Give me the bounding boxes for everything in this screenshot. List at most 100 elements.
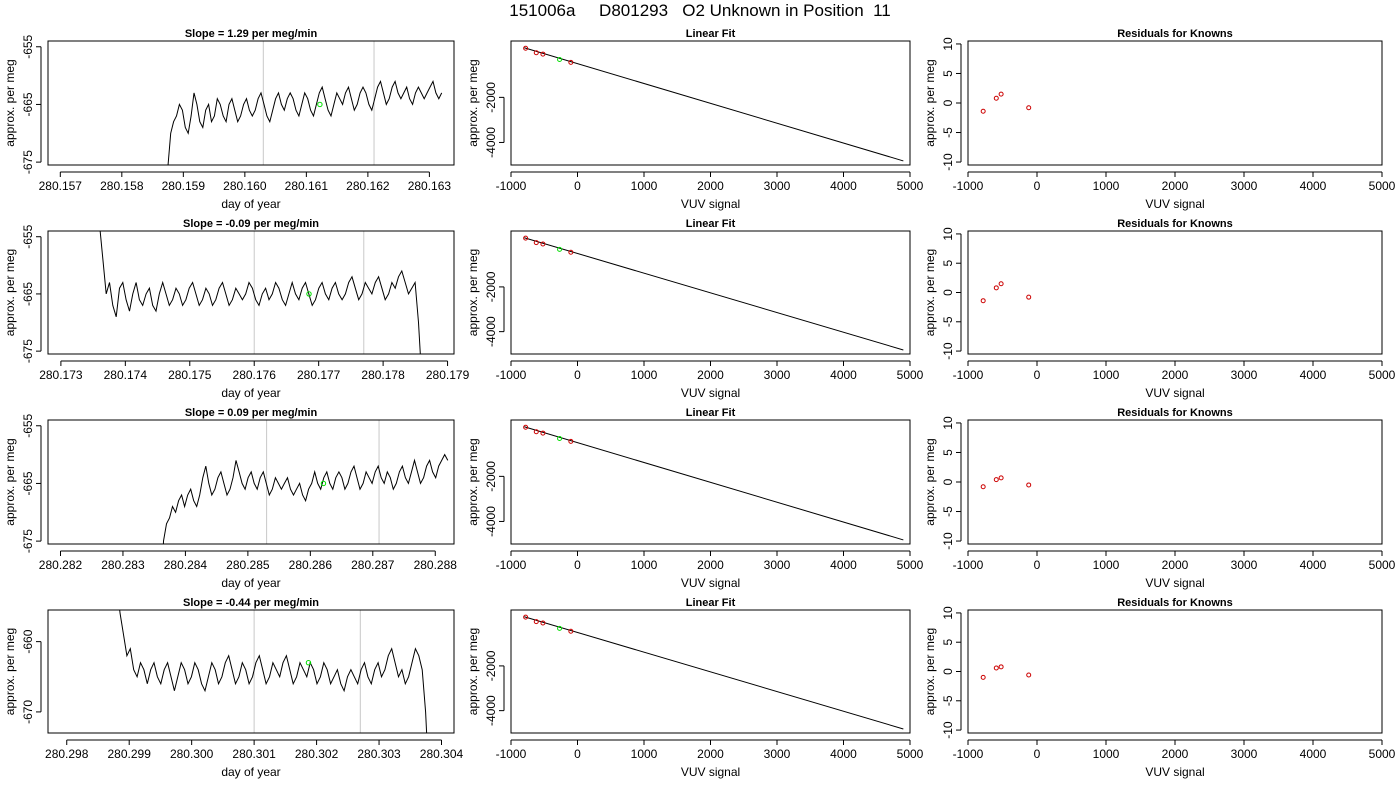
unknown-point-marker: [557, 625, 563, 631]
chart-panel-3-1: Linear Fit -1000 0 1000 2000 3000 4000 5000 VUV …: [466, 597, 924, 779]
x-tick-label: 5000: [1369, 179, 1396, 193]
x-tick-label: 4000: [1300, 179, 1327, 193]
x-tick-label: 2000: [697, 179, 724, 193]
x-tick-label: 280.282: [39, 558, 83, 572]
chart-title: Residuals for Knowns: [1117, 407, 1233, 419]
unknown-point-marker: [557, 56, 563, 62]
chart-title: Residuals for Knowns: [1117, 28, 1233, 40]
chart-panel-2-1: Linear Fit -1000 0 1000 2000 3000 4000 5000 VUV …: [466, 407, 924, 590]
known-point-marker: [998, 664, 1004, 670]
x-tick-label: 280.157: [39, 179, 83, 193]
y-tick-label: -675: [21, 339, 35, 363]
y-tick-label: -10: [941, 721, 955, 739]
y-tick-label: 0: [941, 289, 955, 296]
y-tick-label: -10: [941, 153, 955, 171]
y-tick-label: 0: [941, 668, 955, 675]
chart-title: Slope = 0.09 per meg/min: [185, 407, 318, 419]
known-point-marker: [540, 241, 546, 247]
y-axis-label: approx. per meg: [923, 438, 937, 525]
data-series-line: [119, 610, 428, 733]
y-tick-label: -2000: [484, 82, 498, 113]
known-point-marker: [533, 240, 539, 246]
x-tick-label: 2000: [1162, 179, 1189, 193]
x-tick-label: 280.285: [226, 558, 270, 572]
plot-area: [162, 453, 449, 544]
y-axis-label: approx. per meg: [466, 628, 480, 715]
y-tick-label: -5: [941, 695, 955, 706]
unknown-point-marker: [317, 101, 323, 108]
y-axis-label: approx. per meg: [3, 438, 17, 525]
x-tick-label: 280.288: [414, 558, 458, 572]
known-point-marker: [540, 620, 546, 626]
known-point-marker: [523, 424, 529, 430]
known-point-marker: [998, 281, 1004, 287]
unknown-point-marker: [320, 480, 327, 487]
x-tick-label: 280.283: [101, 558, 145, 572]
x-tick-label: -1000: [496, 179, 527, 193]
y-tick-label: -670: [21, 700, 35, 724]
y-axis-label: approx. per meg: [3, 59, 17, 146]
known-point-marker: [993, 477, 999, 483]
y-tick-label: -665: [21, 282, 35, 306]
known-point-marker: [523, 614, 529, 620]
x-tick-label: 280.299: [108, 747, 152, 761]
x-tick-label: 5000: [897, 747, 924, 761]
x-tick-label: 3000: [1231, 558, 1258, 572]
chart-title: Slope = 1.29 per meg/min: [185, 28, 318, 40]
known-point-marker: [1026, 294, 1032, 300]
known-point-marker: [540, 51, 546, 57]
x-tick-label: -1000: [953, 747, 984, 761]
x-tick-label: 5000: [1369, 558, 1396, 572]
unknown-point-marker: [305, 660, 312, 666]
y-tick-label: 5: [941, 449, 955, 456]
y-axis-label: approx. per meg: [3, 628, 17, 715]
x-axis-label: VUV signal: [681, 197, 740, 211]
x-tick-label: 0: [1034, 179, 1041, 193]
chart-title: Linear Fit: [686, 218, 736, 230]
y-tick-label: -10: [941, 342, 955, 360]
y-axis-label: approx. per meg: [923, 628, 937, 715]
x-tick-label: 5000: [1369, 747, 1396, 761]
x-axis-label: VUV signal: [681, 576, 740, 590]
x-axis-label: VUV signal: [1145, 197, 1204, 211]
known-point-marker: [568, 438, 574, 444]
x-tick-label: 4000: [830, 179, 857, 193]
x-tick-label: -1000: [953, 179, 984, 193]
x-axis-label: day of year: [221, 765, 280, 779]
chart-panel-1-1: Linear Fit -1000 0 1000 2000 3000 4000 5000 VUV …: [466, 218, 924, 400]
chart-title: Linear Fit: [686, 597, 736, 609]
plot-frame: [47, 609, 455, 734]
known-point-marker: [533, 50, 539, 56]
y-axis-label: approx. per meg: [3, 249, 17, 336]
y-axis-label: approx. per meg: [466, 249, 480, 336]
x-tick-label: 4000: [1300, 368, 1327, 382]
plot-area: [99, 231, 421, 354]
fit-line: [524, 616, 904, 730]
y-tick-label: -5: [941, 127, 955, 138]
plot-area: [523, 45, 904, 162]
x-tick-label: 0: [1034, 558, 1041, 572]
x-tick-label: 0: [574, 558, 581, 572]
x-tick-label: 280.300: [170, 747, 214, 761]
chart-panel-0-1: Linear Fit -1000 0 1000 2000 3000 4000 5000 VUV …: [466, 28, 924, 211]
plot-area: [523, 235, 904, 351]
x-tick-label: 3000: [1231, 747, 1258, 761]
fit-line: [524, 426, 904, 541]
x-tick-label: 280.301: [232, 747, 276, 761]
x-tick-label: 2000: [697, 368, 724, 382]
x-tick-label: -1000: [496, 368, 527, 382]
y-tick-label: 10: [941, 37, 955, 51]
y-tick-label: 5: [941, 70, 955, 77]
fit-line: [524, 237, 904, 351]
x-tick-label: 5000: [1369, 368, 1396, 382]
chart-panel-3-0: Slope = -0.44 per meg/min 280.298 280.299 2…: [3, 597, 464, 779]
plot-frame: [967, 230, 1383, 355]
x-tick-label: 1000: [631, 368, 658, 382]
x-tick-label: 1000: [1093, 368, 1120, 382]
plot-frame: [47, 230, 455, 355]
data-series-line: [99, 231, 421, 354]
y-tick-label: 5: [941, 260, 955, 267]
chart-title: Slope = -0.44 per meg/min: [183, 597, 319, 609]
plot-area: [167, 79, 443, 165]
unknown-point-marker: [306, 291, 312, 297]
